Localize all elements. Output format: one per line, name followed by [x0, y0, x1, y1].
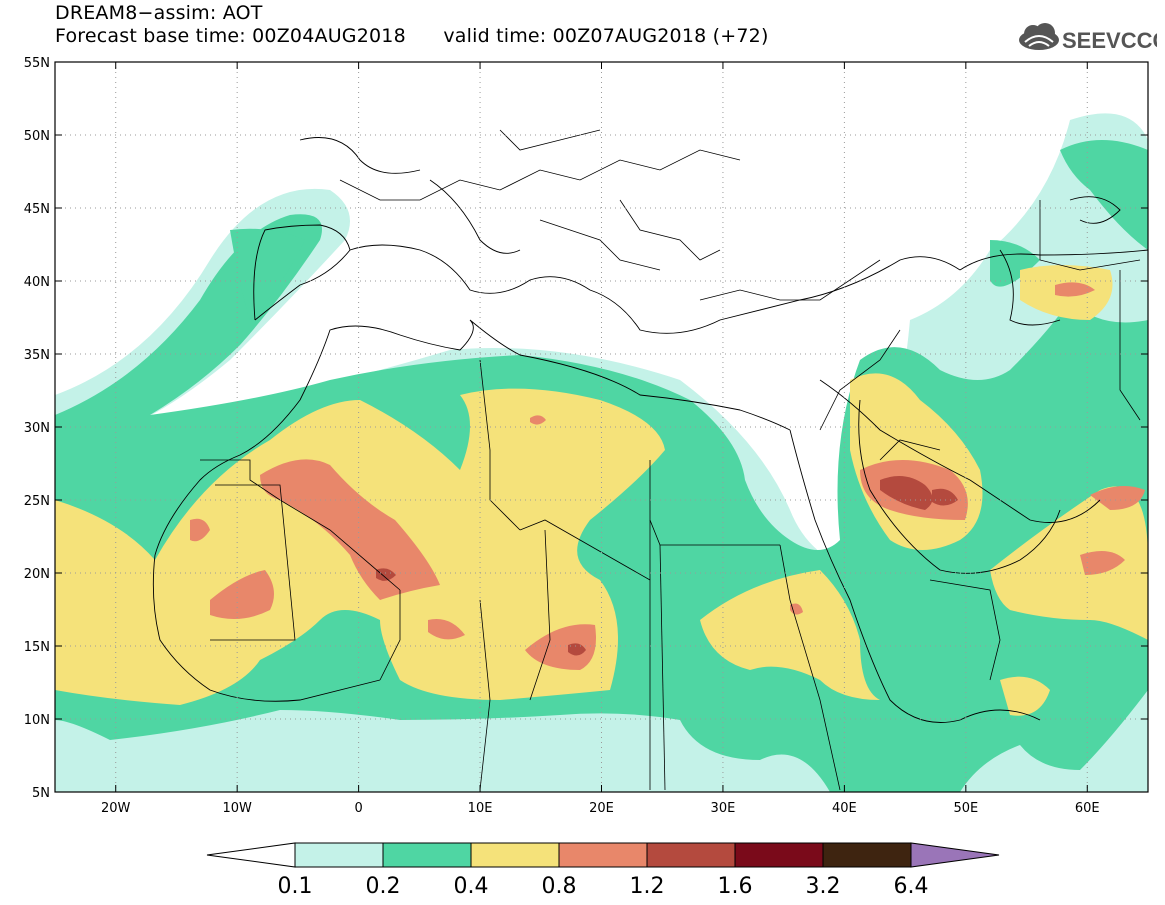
- colorbar-label: 1.6: [718, 874, 753, 899]
- colorbar: 0.1 0.2 0.4 0.8 1.2 1.6 3.2 6.4: [206, 842, 1000, 899]
- lon-tick-label: 10E: [468, 801, 493, 816]
- colorbar-label: 6.4: [894, 874, 929, 899]
- colorbar-swatch: [382, 842, 472, 868]
- map-subtitle: Forecast base time: 00Z04AUG2018 valid t…: [55, 25, 769, 47]
- forecast-base-time: Forecast base time: 00Z04AUG2018: [55, 25, 406, 47]
- colorbar-lower-triangle: [206, 842, 296, 868]
- valid-time: valid time: 00Z07AUG2018 (+72): [443, 25, 769, 47]
- lat-tick-label: 20N: [24, 567, 50, 582]
- svg-text:SEEVCCC: SEEVCCC: [1062, 28, 1157, 53]
- colorbar-swatch: [558, 842, 648, 868]
- lon-tick-label: 30E: [711, 801, 736, 816]
- lat-tick-label: 50N: [24, 129, 50, 144]
- lon-tick-label: 10W: [222, 801, 252, 816]
- colorbar-label: 3.2: [806, 874, 841, 899]
- axis-ticks: 55N 50N 45N 40N 35N 30N 25N 20N 15N 10N 5N 20W 10W 0 1…: [24, 56, 1148, 816]
- gridlines: [55, 62, 1148, 792]
- lat-tick-label: 40N: [24, 275, 50, 290]
- lon-tick-label: 0: [354, 801, 362, 816]
- lon-tick-label: 60E: [1075, 801, 1100, 816]
- colorbar-label: 0.4: [454, 874, 489, 899]
- map-title: DREAM8−assim: AOT: [55, 2, 263, 24]
- colorbar-swatch: [294, 842, 384, 868]
- lat-tick-label: 10N: [24, 713, 50, 728]
- lat-tick-label: 25N: [24, 494, 50, 509]
- colorbar-label: 0.8: [542, 874, 577, 899]
- lon-tick-label: 20E: [589, 801, 614, 816]
- colorbar-swatch: [734, 842, 824, 868]
- lat-tick-label: 5N: [32, 786, 50, 801]
- colorbar-label: 0.2: [366, 874, 401, 899]
- seevccc-logo: SEEVCCC: [1019, 23, 1157, 53]
- lon-tick-label: 20W: [101, 801, 131, 816]
- colorbar-swatch: [470, 842, 560, 868]
- lon-tick-label: 50E: [953, 801, 978, 816]
- lat-tick-label: 35N: [24, 348, 50, 363]
- lat-tick-label: 45N: [24, 202, 50, 217]
- colorbar-upper-triangle: [910, 842, 1000, 868]
- colorbar-swatch: [646, 842, 736, 868]
- lon-tick-label: 40E: [832, 801, 857, 816]
- lat-tick-label: 15N: [24, 640, 50, 655]
- lat-tick-label: 30N: [24, 421, 50, 436]
- colorbar-label: 0.1: [278, 874, 313, 899]
- lat-tick-label: 55N: [24, 56, 50, 71]
- colorbar-swatch: [822, 842, 912, 868]
- colorbar-label: 1.2: [630, 874, 665, 899]
